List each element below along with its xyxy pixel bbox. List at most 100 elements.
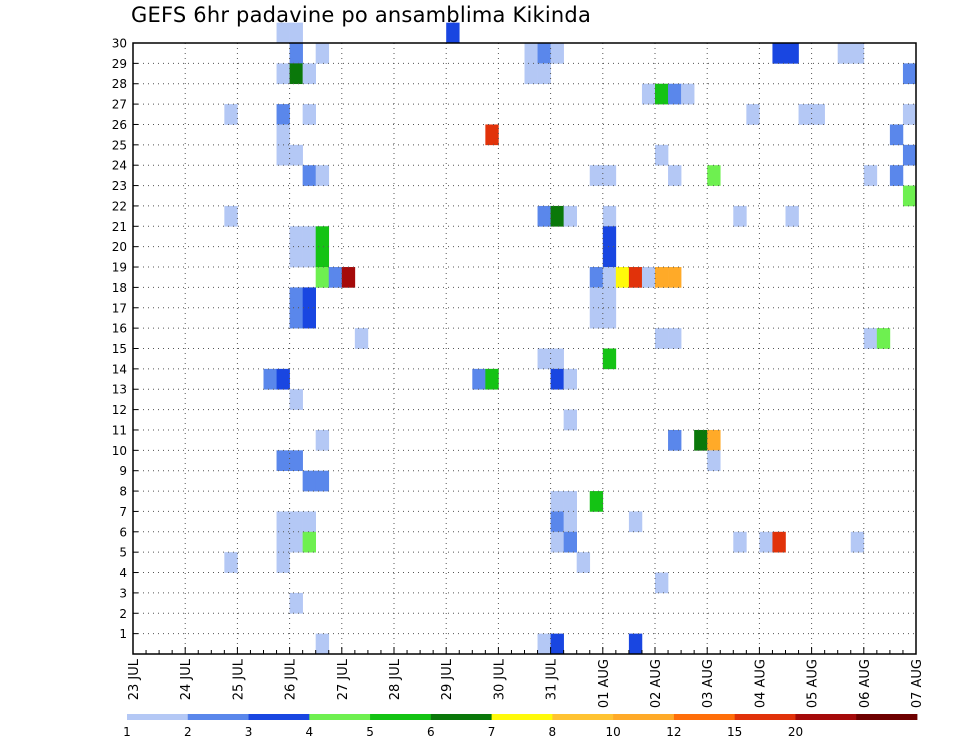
heatmap-cell: [602, 205, 617, 227]
heatmap-cell: [550, 531, 564, 553]
legend-label: 8: [549, 725, 557, 739]
heatmap-cell: [863, 328, 878, 349]
heatmap-cell: [302, 165, 316, 186]
legend-swatch: [673, 714, 736, 720]
y-tick-label: 1: [119, 627, 127, 641]
x-tick-label: 01 AUG: [597, 659, 612, 708]
heatmap-cell: [524, 43, 538, 64]
heatmap-cell: [602, 246, 617, 268]
y-tick-label: 15: [112, 342, 127, 356]
heatmap-cell: [302, 511, 316, 533]
heatmap-cell: [589, 491, 604, 512]
grid-lines: [133, 43, 916, 654]
heatmap-cell: [655, 83, 669, 105]
heatmap-cell: [602, 307, 617, 329]
x-tick-label: 27 JUL: [336, 658, 351, 700]
x-tick-label: 07 AUG: [910, 659, 925, 708]
y-tick-label: 19: [112, 261, 127, 275]
heatmap-cell: [302, 470, 316, 492]
legend-swatch: [127, 714, 189, 720]
legend-label: 2: [184, 725, 192, 739]
y-tick-label: 11: [112, 423, 127, 437]
heatmap-cell: [772, 531, 786, 553]
heatmap-cell: [224, 205, 238, 227]
x-tick-label: 26 JUL: [284, 658, 299, 700]
heatmap-cell: [289, 307, 303, 329]
heatmap-cell: [602, 287, 617, 309]
legend-swatch: [795, 714, 857, 720]
legend-swatch: [187, 714, 249, 720]
heatmap-cell: [563, 368, 577, 390]
heatmap-cell: [707, 165, 721, 186]
y-tick-label: 26: [112, 118, 127, 132]
y-tick-label: 2: [119, 607, 127, 621]
heatmap-cell: [615, 267, 630, 288]
legend-swatch: [491, 714, 553, 720]
y-tick-label: 9: [119, 464, 127, 478]
heatmap-cell: [276, 124, 290, 146]
heatmap-cell: [550, 348, 564, 370]
heatmap-cell: [798, 104, 812, 125]
legend-swatch: [430, 714, 493, 720]
heatmap-cell: [302, 226, 316, 247]
y-tick-label: 4: [119, 566, 127, 580]
x-tick-label: 29 JUL: [440, 658, 455, 700]
heatmap-cell: [302, 287, 316, 309]
heatmap-cell: [850, 43, 865, 64]
heatmap-cell: [276, 63, 290, 85]
heatmap-cell: [550, 43, 564, 64]
heatmap-cell: [628, 511, 643, 533]
heatmap-cell: [276, 531, 290, 553]
heatmap-cell: [668, 429, 682, 451]
y-tick-label: 8: [119, 485, 127, 499]
heatmap-cell: [785, 205, 799, 227]
y-tick-label: 23: [112, 179, 127, 193]
heatmap-cell: [563, 409, 577, 431]
legend-label: 5: [366, 725, 374, 739]
heatmap-cell: [589, 307, 604, 329]
y-axis-ticks: 1234567891011121314151617181920212223242…: [112, 37, 138, 641]
x-tick-label: 25 JUL: [231, 658, 246, 700]
heatmap-cell: [276, 368, 290, 390]
heatmap-cell: [746, 104, 760, 125]
heatmap-cell: [681, 83, 695, 105]
x-tick-label: 24 JUL: [179, 658, 194, 700]
heatmap-cell: [289, 226, 303, 247]
x-tick-label: 04 AUG: [753, 659, 768, 708]
x-tick-label: 23 JUL: [127, 658, 142, 700]
heatmap-cell: [641, 83, 656, 105]
heatmap-cell: [589, 287, 604, 309]
heatmap-cell: [655, 328, 669, 349]
y-tick-label: 28: [112, 77, 127, 91]
heatmap-cell: [289, 144, 303, 166]
y-tick-label: 21: [112, 220, 127, 234]
heatmap-cell: [537, 205, 551, 227]
y-tick-label: 16: [112, 322, 127, 336]
heatmap-cell: [328, 267, 343, 288]
heatmap-cell: [276, 450, 290, 471]
heatmap-cell: [537, 63, 551, 85]
heatmap-cell: [302, 307, 316, 329]
legend-label: 1: [123, 725, 131, 739]
heatmap-cell: [863, 165, 878, 186]
heatmap-cell: [902, 63, 917, 85]
heatmap-cell: [602, 348, 617, 370]
legend-swatch: [552, 714, 614, 720]
heatmap-cell: [668, 267, 682, 288]
color-legend: 1 2 3 4 5 6 7 8 10 12 15 20: [123, 714, 918, 739]
heatmap-cell: [315, 267, 330, 288]
heatmap-cell: [289, 43, 303, 64]
heatmap-cell: [302, 531, 316, 553]
heatmap-cell: [537, 633, 551, 655]
y-tick-label: 17: [112, 301, 127, 315]
y-tick-label: 13: [112, 383, 127, 397]
heatmap-cell: [655, 572, 669, 594]
heatmap-cell: [563, 205, 577, 227]
heatmap-cell: [524, 63, 538, 85]
x-tick-label: 06 AUG: [858, 659, 873, 708]
x-tick-label: 30 JUL: [492, 658, 507, 700]
heatmap-cell: [902, 144, 917, 166]
heatmap-cell: [315, 165, 330, 186]
heatmap-cell: [485, 124, 499, 146]
